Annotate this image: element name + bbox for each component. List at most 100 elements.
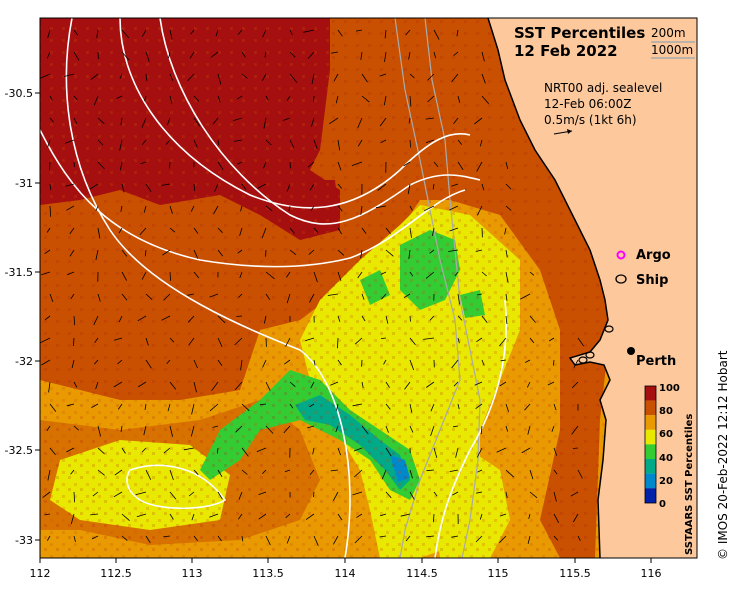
current-arrow xyxy=(577,337,585,347)
current-arrow xyxy=(453,51,459,57)
current-arrow xyxy=(212,117,219,125)
current-arrow xyxy=(457,161,464,171)
current-arrow xyxy=(263,117,267,129)
current-arrow xyxy=(117,403,123,410)
current-arrow xyxy=(335,425,339,433)
current-arrow xyxy=(527,425,531,435)
current-arrow xyxy=(187,315,195,323)
sealevel-contour-6 xyxy=(434,299,508,558)
current-arrow xyxy=(572,513,579,523)
x-tick-label: 112 xyxy=(30,567,51,580)
current-arrow xyxy=(457,315,463,321)
argo-icon xyxy=(616,250,626,260)
current-arrow xyxy=(210,51,219,58)
current-arrow xyxy=(189,51,195,59)
current-arrow xyxy=(114,469,123,476)
current-arrow xyxy=(119,139,123,151)
current-arrow xyxy=(217,315,226,324)
current-arrow xyxy=(448,249,459,252)
current-arrow xyxy=(121,29,130,39)
current-arrow xyxy=(143,425,147,436)
scale-arrow-icon xyxy=(553,129,573,135)
current-arrow xyxy=(313,535,319,546)
current-arrow xyxy=(234,337,243,346)
current-arrow xyxy=(70,513,75,525)
current-arrow xyxy=(93,95,99,106)
current-arrow xyxy=(95,381,99,390)
current-arrow xyxy=(90,73,99,80)
current-arrow xyxy=(553,491,557,502)
current-arrow xyxy=(141,117,147,128)
current-arrow xyxy=(475,403,483,410)
current-arrow xyxy=(380,337,387,339)
current-arrow xyxy=(400,513,411,517)
current-arrow xyxy=(193,249,199,259)
current-arrow xyxy=(256,447,267,453)
current-arrow xyxy=(553,513,560,523)
current-arrow xyxy=(41,359,51,366)
current-arrow xyxy=(120,425,123,433)
current-arrow xyxy=(169,227,176,233)
current-arrow xyxy=(97,227,101,239)
current-arrow xyxy=(379,535,387,538)
current-arrow xyxy=(307,51,315,59)
current-arrow xyxy=(385,227,391,235)
current-arrow xyxy=(241,535,244,542)
x-tick-label: 113.5 xyxy=(252,567,284,580)
city-dot-icon xyxy=(627,347,635,355)
current-arrow xyxy=(384,29,387,39)
current-arrow xyxy=(89,183,99,190)
current-arrow xyxy=(310,117,315,127)
current-arrow xyxy=(163,293,171,301)
current-arrow xyxy=(356,513,363,518)
current-arrow xyxy=(93,359,99,365)
current-arrow xyxy=(425,271,435,279)
current-arrow xyxy=(476,337,483,343)
current-arrow xyxy=(284,359,291,365)
current-arrow xyxy=(217,359,223,366)
current-arrow xyxy=(409,139,411,148)
current-arrow xyxy=(426,381,435,388)
current-arrow xyxy=(432,183,435,190)
current-arrow xyxy=(357,271,363,279)
current-arrow xyxy=(553,403,557,411)
x-tick-label: 114.5 xyxy=(406,567,438,580)
current-arrow xyxy=(529,491,538,499)
current-arrow xyxy=(355,29,363,32)
current-arrow xyxy=(453,117,459,125)
current-arrow xyxy=(385,381,390,388)
current-arrow xyxy=(42,491,51,498)
current-arrow xyxy=(307,161,315,168)
current-arrow xyxy=(64,73,75,77)
current-arrow xyxy=(193,183,196,192)
current-arrow xyxy=(263,161,267,169)
current-arrow xyxy=(527,535,531,544)
current-arrow xyxy=(257,183,267,189)
current-arrow xyxy=(409,205,413,211)
ship-track-icon xyxy=(578,356,588,364)
current-arrow xyxy=(217,227,223,233)
current-arrow xyxy=(145,359,152,369)
current-arrow xyxy=(265,381,271,391)
current-info-line2: 12-Feb 06:00Z xyxy=(544,97,631,111)
current-info-line3: 0.5m/s (1kt 6h) xyxy=(544,113,637,127)
current-arrow xyxy=(310,205,315,211)
current-arrow xyxy=(285,513,291,519)
current-arrow xyxy=(353,447,363,452)
current-arrow xyxy=(283,425,291,434)
current-arrow xyxy=(97,161,105,170)
colorbar-tick: 40 xyxy=(659,453,673,464)
current-arrow xyxy=(168,51,171,59)
current-arrow xyxy=(169,469,174,481)
current-arrow xyxy=(65,139,75,144)
current-arrow xyxy=(120,205,123,212)
current-arrow xyxy=(113,491,123,498)
current-arrow xyxy=(48,381,51,393)
current-arrow xyxy=(93,315,99,326)
colorbar-tick: 100 xyxy=(659,383,680,394)
current-arrow xyxy=(335,95,339,104)
current-arrow xyxy=(265,535,271,546)
current-arrow xyxy=(66,271,75,276)
current-arrow xyxy=(337,227,342,235)
current-arrow xyxy=(403,293,411,299)
